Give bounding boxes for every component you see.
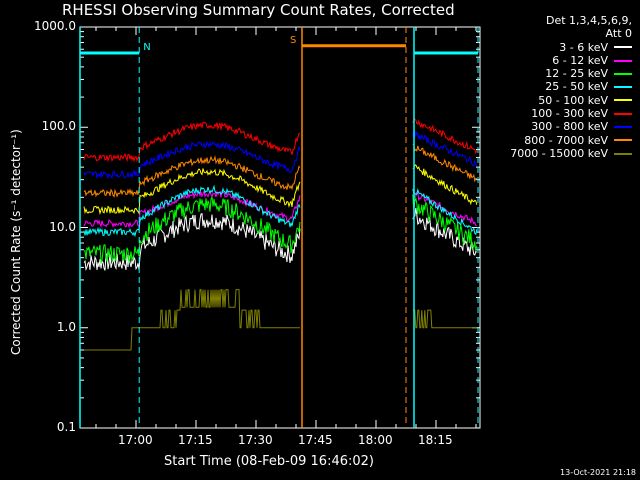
legend-swatch — [614, 86, 632, 89]
x-tick-label: 17:00 — [118, 433, 153, 447]
legend-swatch — [614, 139, 632, 142]
night-interval-0-flag: N — [143, 42, 150, 53]
x-axis-label: Start Time (08-Feb-09 16:46:02) — [164, 454, 374, 469]
legend-entry: 100 - 300 keV — [510, 107, 632, 120]
y-tick-label: 1.0 — [56, 319, 76, 334]
saa-interval-2-flag: S — [290, 35, 296, 46]
legend-entry-label: 100 - 300 keV — [531, 107, 608, 121]
legend-entry-label: 12 - 25 keV — [545, 67, 608, 81]
legend-entry-label: 6 - 12 keV — [552, 53, 608, 67]
generation-timestamp: 13-Oct-2021 21:18 — [560, 468, 636, 477]
legend-swatch — [614, 59, 632, 62]
legend-entry: 300 - 800 keV — [510, 120, 632, 133]
plot-frame — [79, 26, 481, 429]
legend-entry-label: 300 - 800 keV — [531, 120, 608, 134]
legend-entry-label: 50 - 100 keV — [538, 93, 608, 107]
legend-swatch — [614, 126, 632, 129]
series-line-3-6-kev — [83, 208, 478, 272]
y-tick-label: 1000.0 — [34, 19, 76, 33]
legend-swatch — [614, 99, 632, 102]
legend-entry: 3 - 6 keV — [510, 41, 632, 54]
x-tick-label: 18:15 — [418, 433, 453, 447]
y-tick-label: 0.1 — [56, 420, 76, 434]
x-tick-label: 17:30 — [238, 433, 273, 447]
series-line-50-100-kev — [83, 164, 478, 216]
legend-entry-label: 7000 - 15000 keV — [510, 146, 608, 160]
legend-header-line-2: Att 0 — [605, 27, 632, 41]
y-tick-label: 10.0 — [49, 219, 76, 234]
legend-entry: 7000 - 15000 keV — [510, 147, 632, 160]
series-line-7000-15000-kev — [84, 289, 477, 351]
y-tick-label: 100.0 — [41, 119, 76, 134]
chart-title: RHESSI Observing Summary Count Rates, Co… — [62, 1, 455, 19]
legend-entry: 50 - 100 keV — [510, 94, 632, 107]
legend-entry: 25 - 50 keV — [510, 80, 632, 93]
series-line-12-25-kev — [83, 194, 478, 265]
x-tick-label: 17:45 — [298, 433, 333, 447]
series-line-800-7000-kev — [83, 143, 477, 198]
legend-swatch — [614, 112, 632, 115]
legend-entries: 3 - 6 keV 6 - 12 keV 12 - 25 keV 25 - 50 ke… — [510, 41, 632, 161]
legend-entry: 6 - 12 keV — [510, 54, 632, 67]
series-line-100-300-kev — [83, 116, 478, 163]
x-tick-label: 18:00 — [358, 433, 393, 447]
legend-entry: 12 - 25 keV — [510, 67, 632, 80]
series-line-6-12-kev — [83, 189, 477, 229]
series-line-25-50-kev — [83, 184, 478, 238]
legend-entry: 800 - 7000 keV — [510, 134, 632, 147]
legend-swatch — [614, 152, 632, 155]
y-axis-label: Corrected Count Rate (s⁻¹ detector⁻¹) — [9, 129, 23, 355]
legend-header-line-1: Det 1,3,4,5,6,9, — [545, 14, 632, 27]
legend-entry-label: 800 - 7000 keV — [524, 133, 608, 147]
series-line-300-800-kev — [83, 130, 478, 180]
x-tick-label: 17:15 — [178, 433, 213, 447]
legend-swatch — [614, 72, 632, 75]
legend: Det 1,3,4,5,6,9, Att 0 3 - 6 keV 6 - 12 k… — [510, 14, 632, 160]
legend-entry-label: 25 - 50 keV — [545, 80, 608, 94]
legend-swatch — [614, 46, 632, 49]
legend-entry-label: 3 - 6 keV — [559, 40, 608, 54]
